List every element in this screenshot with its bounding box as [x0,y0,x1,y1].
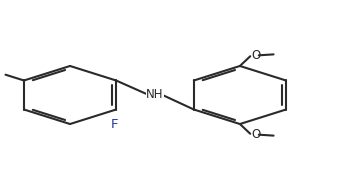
Text: F: F [111,119,118,131]
Text: NH: NH [146,89,164,101]
Text: O: O [252,49,261,62]
Text: O: O [252,128,261,141]
